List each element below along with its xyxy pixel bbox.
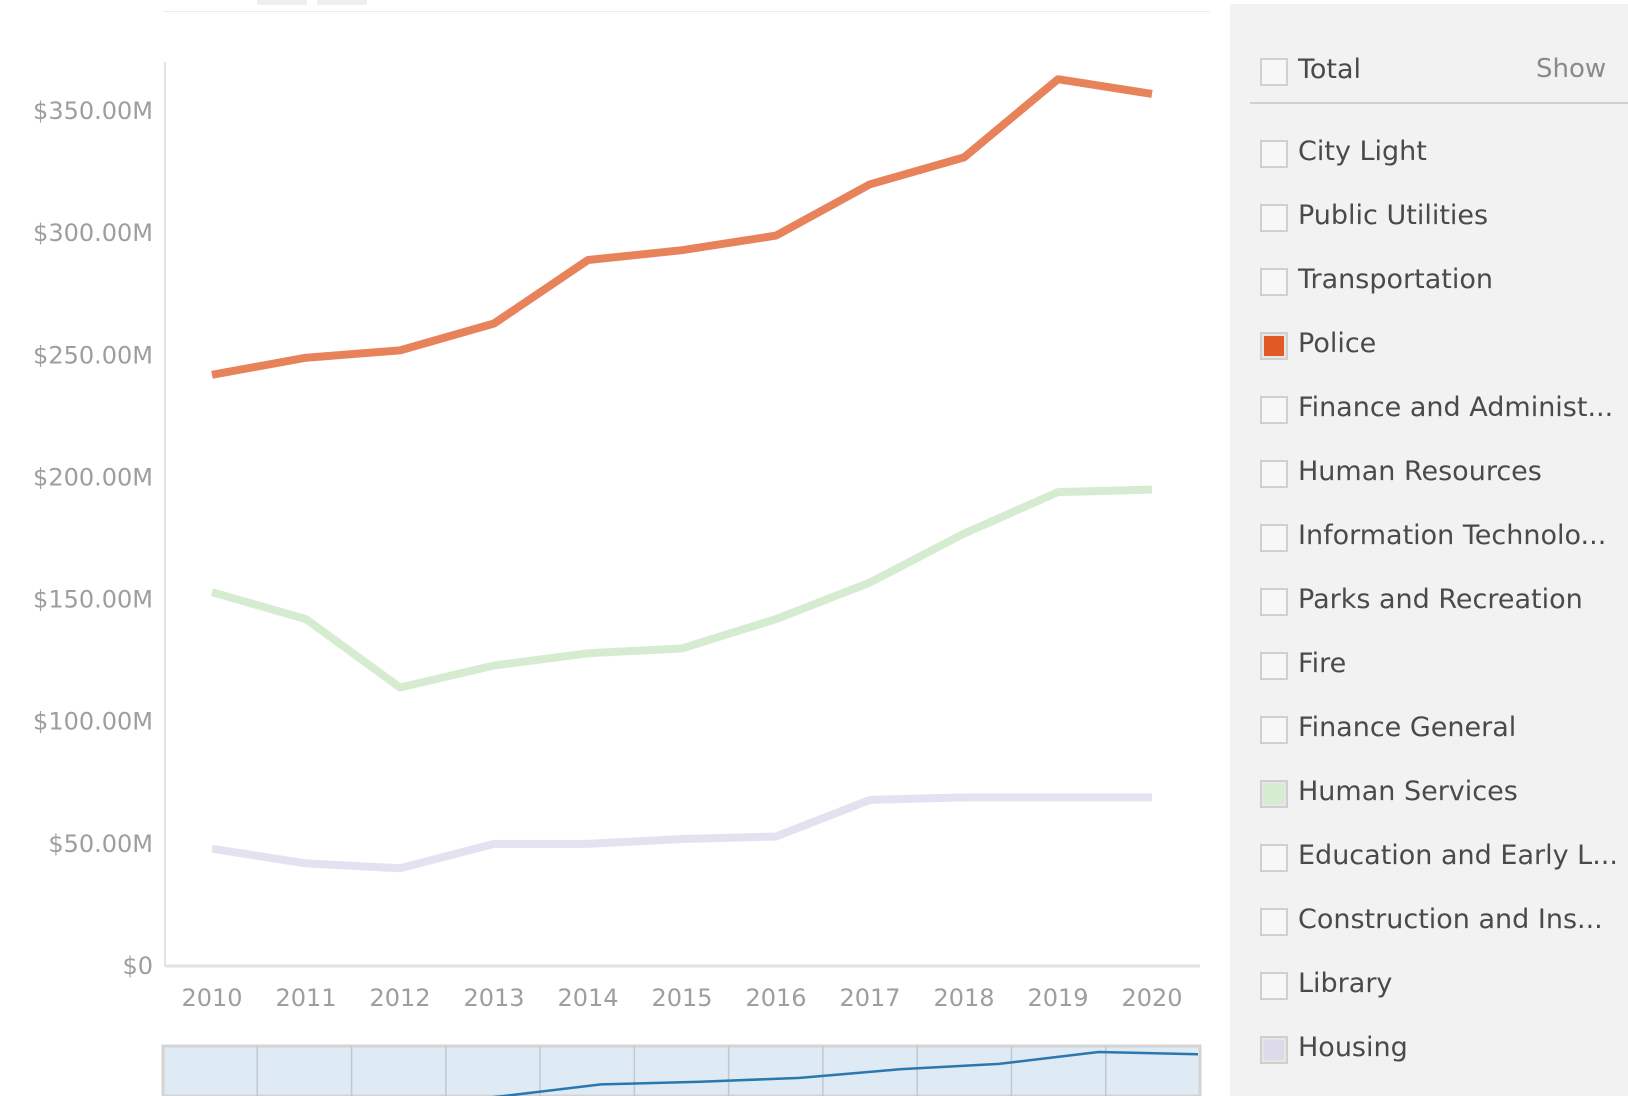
line-chart: $0 $50.00M $100.00M $150.00M $200.00M $250.00…: [33, 62, 1202, 1096]
legend-item[interactable]: Police: [1230, 324, 1628, 374]
y-axis-ticks: $0 $50.00M $100.00M $150.00M $200.00M $250.00…: [33, 97, 153, 980]
y-tick-label: $150.00M: [33, 586, 153, 614]
legend-item[interactable]: Education and Early L...: [1230, 836, 1628, 886]
series-line-housing: [211, 793, 1152, 873]
legend-item-label: Human Services: [1298, 776, 1518, 807]
y-tick-label: $200.00M: [33, 463, 153, 491]
legend-item-label: Parks and Recreation: [1298, 584, 1583, 615]
legend-checkbox[interactable]: [1260, 460, 1288, 488]
chart-axes: [164, 62, 1200, 968]
legend-item-label: Construction and Ins...: [1298, 904, 1603, 935]
series-line-police: [211, 75, 1153, 379]
series-line-human-services: [210, 485, 1153, 692]
legend-item[interactable]: Library: [1230, 964, 1628, 1014]
legend-checkbox[interactable]: [1260, 396, 1288, 424]
toolbar-chip[interactable]: [317, 0, 367, 5]
show-toggle[interactable]: Show: [1536, 54, 1607, 84]
x-tick-label: 2015: [651, 984, 712, 1012]
legend-checkbox[interactable]: [1260, 332, 1288, 360]
range-navigator: [161, 1044, 1202, 1096]
x-tick-label: 2011: [275, 984, 336, 1012]
x-tick-label: 2014: [557, 984, 618, 1012]
legend-checkbox[interactable]: [1260, 780, 1288, 808]
legend-item-label: Public Utilities: [1298, 200, 1489, 231]
x-tick-label: 2013: [463, 984, 524, 1012]
legend-checkbox[interactable]: [1260, 524, 1288, 552]
legend-item[interactable]: City Light: [1230, 132, 1628, 182]
legend-item-label: Finance General: [1298, 712, 1517, 743]
x-tick-label: 2019: [1027, 984, 1088, 1012]
x-axis-ticks: 2010 2011 2012 2013 2014 2015 2016 2017 2018 2019…: [181, 984, 1182, 1012]
legend-item[interactable]: Information Technolo...: [1230, 516, 1628, 566]
legend-item[interactable]: Finance and Administ...: [1230, 388, 1628, 438]
navigator-background: [161, 1044, 1202, 1096]
x-tick-label: 2016: [745, 984, 806, 1012]
legend-item-label: Finance and Administ...: [1298, 392, 1614, 423]
legend-item-label: Fire: [1298, 648, 1347, 679]
legend-item-label: Education and Early L...: [1298, 840, 1618, 871]
legend-item[interactable]: Human Services: [1230, 772, 1628, 822]
legend-item-label: Transportation: [1298, 264, 1493, 295]
y-tick-label: $250.00M: [33, 341, 153, 369]
x-tick-label: 2017: [839, 984, 900, 1012]
legend-item-label: Housing: [1298, 1032, 1408, 1063]
legend-item[interactable]: Human Resources: [1230, 452, 1628, 502]
y-tick-label: $100.00M: [33, 708, 153, 736]
legend-checkbox[interactable]: [1260, 908, 1288, 936]
legend-checkbox[interactable]: [1260, 972, 1288, 1000]
total-checkbox[interactable]: [1260, 58, 1288, 86]
y-tick-label: $50.00M: [48, 830, 153, 858]
legend-item-label: City Light: [1298, 136, 1427, 167]
legend-checkbox[interactable]: [1260, 716, 1288, 744]
legend-panel: Total Show City Light Public Utilities Tra…: [1230, 4, 1628, 1096]
legend-item[interactable]: Finance General: [1230, 708, 1628, 758]
legend-item[interactable]: Public Utilities: [1230, 196, 1628, 246]
toolbar-chip[interactable]: [257, 0, 307, 5]
legend-item[interactable]: Fire: [1230, 644, 1628, 694]
y-tick-label: $350.00M: [33, 97, 153, 125]
y-tick-label: $0: [122, 952, 153, 980]
x-tick-label: 2012: [369, 984, 430, 1012]
navigator-line: [491, 1050, 1199, 1096]
legend-checkbox[interactable]: [1260, 204, 1288, 232]
legend-checkbox[interactable]: [1260, 588, 1288, 616]
toolbar-divider: [163, 11, 1210, 12]
legend-divider: [1250, 102, 1628, 104]
top-toolbar-remnant: [0, 0, 1210, 14]
legend-item-label: Information Technolo...: [1298, 520, 1607, 551]
legend-item-label: Human Resources: [1298, 456, 1542, 487]
x-tick-label: 2020: [1121, 984, 1182, 1012]
legend-item[interactable]: Housing: [1230, 1028, 1628, 1078]
x-tick-label: 2010: [181, 984, 242, 1012]
legend-checkbox[interactable]: [1260, 140, 1288, 168]
legend-item-label: Library: [1298, 968, 1393, 999]
legend-item[interactable]: Parks and Recreation: [1230, 580, 1628, 630]
legend-item-label: Police: [1298, 328, 1377, 359]
legend-item[interactable]: Construction and Ins...: [1230, 900, 1628, 950]
x-tick-label: 2018: [933, 984, 994, 1012]
legend-header: Total Show: [1230, 40, 1628, 104]
series-lines: [210, 75, 1153, 873]
legend-checkbox[interactable]: [1260, 652, 1288, 680]
total-label: Total: [1298, 54, 1362, 85]
legend-item[interactable]: Transportation: [1230, 260, 1628, 310]
y-tick-label: $300.00M: [33, 219, 153, 247]
legend-checkbox[interactable]: [1260, 1036, 1288, 1064]
legend-checkbox[interactable]: [1260, 844, 1288, 872]
legend-checkbox[interactable]: [1260, 268, 1288, 296]
